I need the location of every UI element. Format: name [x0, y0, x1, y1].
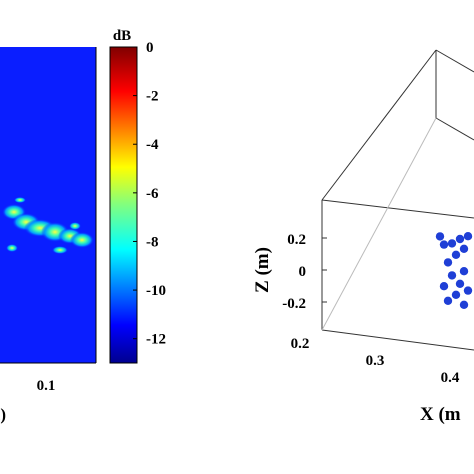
z-axis-tick-label: 0	[299, 264, 307, 280]
scatter-point	[463, 232, 473, 241]
heatmap-panel	[0, 47, 97, 364]
heatmap-hotspot	[14, 197, 26, 203]
colorbar-tick-label: -8	[146, 234, 159, 250]
z-axis-ticks: 0.2 0 -0.2	[282, 232, 327, 312]
scatter-point	[439, 240, 449, 249]
scatter3d-panel: 0.2 0 -0.2 0.2 0.3 0.4 Z (m) X (m	[252, 49, 474, 425]
colorbar-tick-label: -12	[146, 332, 166, 348]
box-bottom-front-edge	[321, 329, 474, 351]
box-top-back-edge	[435, 49, 474, 73]
scatter-point	[443, 296, 453, 305]
scatter-point	[451, 250, 461, 259]
heatmap-x-tick: 0.1	[37, 378, 56, 394]
x-axis-label: X (m	[420, 404, 461, 425]
scatter-point	[443, 258, 453, 267]
heatmap-hotspot	[6, 244, 18, 252]
box-floor-diagonal	[321, 117, 437, 331]
scatter3d-box	[321, 49, 474, 351]
colorbar-tick-label: 0	[146, 40, 154, 56]
colorbar-tick-label: -6	[146, 186, 159, 202]
colorbar-tick-label: -10	[146, 283, 166, 299]
heatmap-hotspot	[69, 222, 81, 230]
x-axis-tick-label: 0.3	[366, 353, 385, 369]
scatter-point	[459, 300, 469, 309]
scatter-point	[459, 244, 469, 253]
scatter-point	[447, 239, 457, 248]
z-axis-tick-label: 0.2	[287, 232, 306, 248]
scatter-point	[455, 234, 465, 244]
heatmap-x-label-fragment: n)	[0, 405, 6, 424]
z-axis-tick-label: -0.2	[282, 296, 306, 312]
heatmap-hotspots	[2, 197, 94, 254]
x-axis-ticks: 0.2 0.3 0.4	[291, 336, 460, 386]
colorbar-tick-label: -2	[146, 89, 159, 105]
scatter-point	[451, 290, 461, 299]
box-mid-back-edge	[435, 117, 474, 141]
scatter-point	[439, 282, 449, 291]
x-axis-tick-label: 0.4	[441, 370, 460, 386]
scatter-point	[435, 232, 445, 241]
x-axis-tick-label: 0.2	[291, 336, 310, 352]
colorbar-title: dB	[113, 28, 131, 44]
heatmap-hotspot	[52, 246, 68, 254]
colorbar-ticks: 0 -2 -4 -6 -8 -10 -12	[133, 40, 166, 348]
scatter-point	[459, 267, 469, 276]
scatter-point	[455, 279, 465, 288]
colorbar-gradient	[109, 46, 138, 364]
colorbar: dB 0 -2 -4 -6 -8 -10 -12	[109, 28, 166, 364]
scatter-point	[463, 286, 473, 295]
scatter-points	[435, 232, 473, 309]
z-axis-label: Z (m)	[252, 247, 273, 293]
scatter-point	[447, 271, 457, 280]
heatmap-hotspot	[70, 232, 94, 248]
box-top-left-edge	[321, 49, 437, 201]
box-top-front-edge	[321, 199, 474, 219]
colorbar-tick-label: -4	[146, 137, 159, 153]
